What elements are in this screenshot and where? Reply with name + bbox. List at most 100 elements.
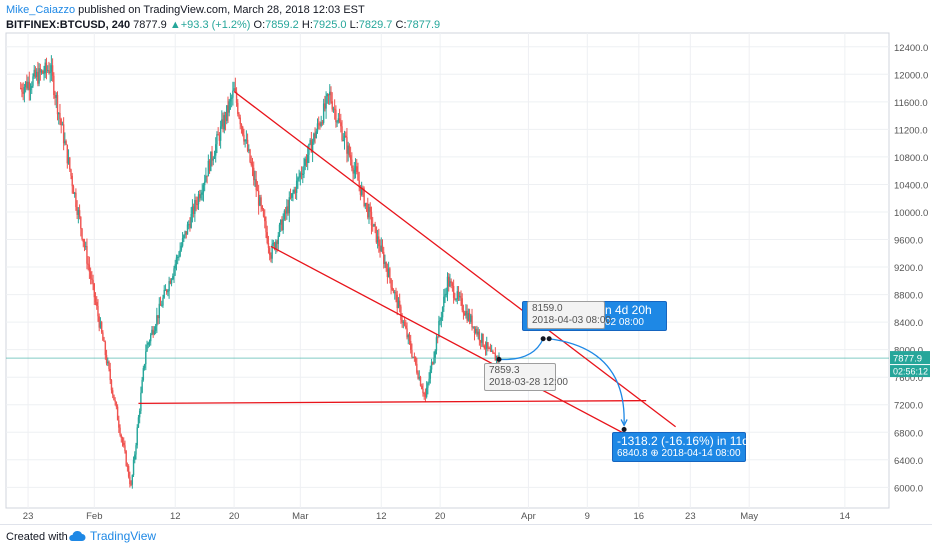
candle-body bbox=[97, 305, 99, 317]
projection-point[interactable] bbox=[546, 336, 552, 342]
projection-path[interactable] bbox=[496, 336, 628, 432]
candle-body bbox=[432, 362, 434, 364]
measure-start-label[interactable]: 7859.3 2018-03-28 12:00 bbox=[484, 363, 568, 391]
candle-body bbox=[462, 310, 465, 314]
candle-body bbox=[77, 210, 80, 215]
candle-body bbox=[451, 283, 454, 286]
candle-body bbox=[181, 238, 184, 246]
y-tick-label: 8800.0 bbox=[894, 291, 923, 302]
candle-body bbox=[103, 340, 105, 342]
candle-body bbox=[273, 242, 276, 249]
candle-body bbox=[495, 356, 498, 361]
candle-body bbox=[35, 71, 38, 77]
candle-body bbox=[75, 192, 77, 208]
trendline[interactable] bbox=[233, 90, 677, 428]
candle-body bbox=[484, 348, 487, 350]
measure-mid-date: 2018-04-03 08:00 bbox=[532, 315, 611, 326]
candle-body bbox=[282, 219, 284, 231]
close-value: 7877.9 bbox=[406, 19, 441, 31]
candle-body bbox=[314, 133, 316, 139]
measure-down-change: -1318.2 (-16.16%) in 11d bbox=[617, 434, 749, 448]
candle-body bbox=[223, 115, 225, 130]
x-tick-label: 16 bbox=[634, 511, 645, 522]
candle-body bbox=[118, 420, 120, 428]
candle-body bbox=[369, 207, 371, 212]
candle-body bbox=[454, 297, 456, 300]
price-axis[interactable]: 6000.06400.06800.07200.07600.08000.08400… bbox=[890, 43, 930, 495]
measure-start-price: 7859.3 bbox=[489, 365, 520, 376]
candle-body bbox=[318, 123, 320, 125]
candle-body bbox=[191, 206, 194, 214]
candle-body bbox=[471, 315, 473, 328]
candle-body bbox=[481, 333, 483, 343]
candle-body bbox=[137, 417, 140, 428]
y-tick-label: 6800.0 bbox=[894, 428, 923, 439]
candle-body bbox=[278, 224, 281, 236]
author-link[interactable]: Mike_Caiazzo bbox=[6, 4, 76, 16]
projection-up-arrow[interactable] bbox=[498, 338, 544, 361]
price-chart[interactable]: 6000.06400.06800.07200.07600.08000.08400… bbox=[0, 0, 932, 524]
candle-body bbox=[53, 75, 55, 96]
high-label: H: bbox=[301, 19, 313, 31]
time-axis[interactable]: 23 Feb 12 20 Mar 12 20 Apr 9 16 23 May 14 bbox=[23, 511, 850, 522]
trendlines[interactable] bbox=[138, 90, 677, 442]
candle-body bbox=[335, 109, 337, 123]
candle-body bbox=[319, 123, 321, 126]
candle-body bbox=[411, 349, 413, 357]
candle-body bbox=[127, 466, 130, 477]
candle-body bbox=[266, 232, 268, 244]
candle-body bbox=[257, 190, 260, 206]
candle-body bbox=[34, 69, 37, 77]
candle-body bbox=[22, 91, 24, 94]
candle-body bbox=[370, 211, 373, 226]
trendline[interactable] bbox=[138, 399, 647, 405]
candle-body bbox=[283, 210, 286, 220]
projection-point[interactable] bbox=[540, 336, 546, 342]
candle-body bbox=[488, 347, 490, 349]
open-label: O: bbox=[253, 19, 266, 31]
tradingview-logo[interactable]: TradingView bbox=[68, 529, 156, 543]
candle-body bbox=[297, 177, 299, 181]
candle-body bbox=[185, 231, 187, 235]
candle-body bbox=[459, 296, 461, 298]
candle-body bbox=[360, 187, 363, 195]
candle-body bbox=[246, 139, 249, 151]
projection-point[interactable] bbox=[621, 426, 627, 432]
measure-mid-label[interactable]: 8159.0 2018-04-03 08:00 bbox=[527, 301, 611, 329]
candle-body bbox=[487, 342, 489, 348]
projection-down-arrow[interactable] bbox=[549, 338, 625, 424]
symbol-label[interactable]: BITFINEX:BTCUSD, 240 bbox=[6, 19, 131, 31]
candle-body bbox=[341, 126, 343, 141]
candle-body bbox=[76, 207, 78, 215]
candle-body bbox=[343, 135, 346, 141]
candle-body bbox=[483, 345, 485, 349]
candle-body bbox=[28, 81, 31, 91]
candle-body bbox=[476, 328, 478, 335]
candle-body bbox=[67, 157, 70, 164]
candle-body bbox=[441, 307, 444, 318]
candle-body bbox=[293, 189, 295, 193]
candle-body bbox=[477, 331, 479, 335]
x-tick-label: Apr bbox=[521, 511, 536, 522]
candle-body bbox=[45, 62, 48, 71]
candle-body bbox=[309, 139, 311, 144]
candle-body bbox=[267, 243, 270, 248]
y-tick-label: 6400.0 bbox=[894, 456, 923, 467]
price-tag[interactable] bbox=[890, 351, 930, 365]
candle-body bbox=[368, 207, 370, 218]
candle-body bbox=[87, 263, 89, 265]
trendline[interactable] bbox=[270, 245, 640, 442]
measure-down-label[interactable]: -1318.2 (-16.16%) in 11d 6840.8 ⊕ 2018-0… bbox=[612, 432, 749, 462]
candle-body bbox=[33, 69, 35, 77]
measure-up-date-hidden: 02 08:00 bbox=[605, 317, 644, 328]
candle-body bbox=[255, 179, 257, 191]
candle-body bbox=[65, 141, 67, 145]
candle-body bbox=[183, 235, 185, 239]
candle-body bbox=[261, 205, 264, 210]
created-with-text: Created with bbox=[6, 531, 68, 543]
projection-point[interactable] bbox=[496, 356, 502, 362]
candle-body bbox=[250, 161, 252, 165]
x-tick-label: 9 bbox=[585, 511, 590, 522]
candle-body bbox=[126, 465, 129, 467]
candle-body bbox=[163, 289, 165, 298]
